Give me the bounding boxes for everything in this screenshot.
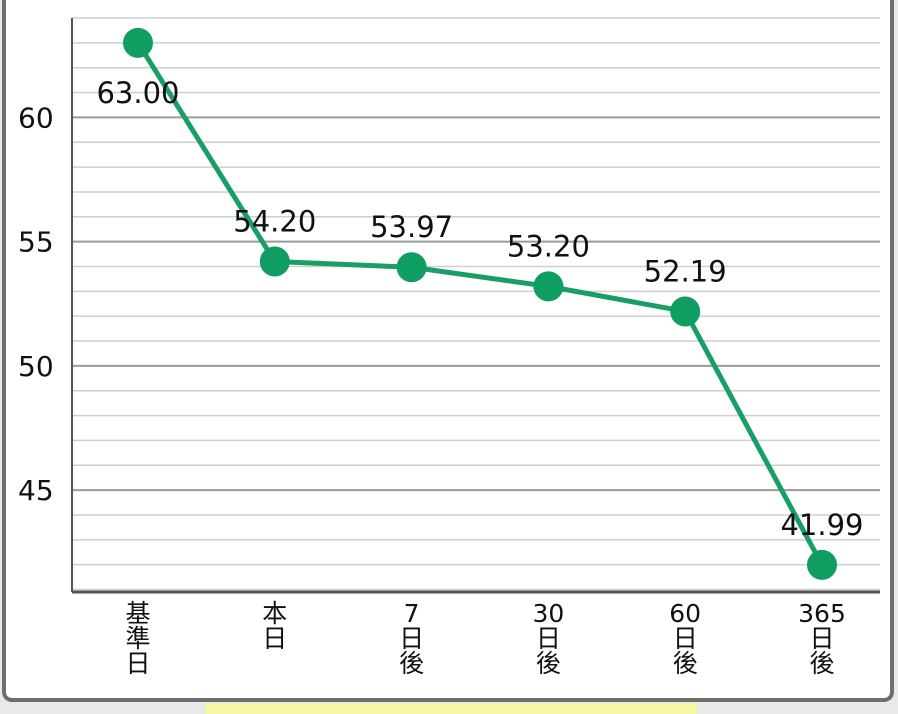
data-point bbox=[807, 549, 837, 580]
x-tick-label: 本日 bbox=[262, 599, 287, 653]
axes bbox=[71, 18, 880, 594]
yellow-strip bbox=[205, 703, 697, 714]
data-label: 63.00 bbox=[96, 76, 179, 110]
data-label: 54.20 bbox=[233, 205, 316, 239]
y-tick-label: 55 bbox=[18, 226, 54, 259]
y-tick-label: 45 bbox=[18, 474, 54, 507]
x-tick-label: 30 日後 bbox=[532, 599, 564, 678]
x-tick-label: 基準日 bbox=[125, 599, 150, 678]
data-point bbox=[396, 252, 427, 283]
data-labels: 63.00 54.20 53.97 53.20 52.19 41.99 bbox=[96, 76, 863, 542]
y-tick-label: 60 bbox=[18, 101, 54, 134]
data-point bbox=[123, 27, 153, 58]
data-point bbox=[533, 271, 564, 302]
data-label: 53.20 bbox=[507, 229, 590, 263]
data-point bbox=[259, 246, 290, 277]
x-tick-label: 7 日後 bbox=[399, 599, 424, 678]
x-tick-label: 60 日後 bbox=[669, 599, 701, 678]
data-label: 52.19 bbox=[644, 254, 727, 288]
data-label: 41.99 bbox=[780, 508, 863, 542]
data-point bbox=[670, 296, 701, 327]
series-polyline bbox=[135, 41, 825, 567]
y-tick-label: 50 bbox=[18, 350, 54, 383]
y-axis-ticks: 45 50 55 60 bbox=[18, 101, 54, 507]
grid-lines bbox=[72, 17, 880, 591]
data-points bbox=[123, 27, 837, 580]
series-line bbox=[135, 41, 825, 567]
x-tick-label: 365 日後 bbox=[798, 599, 846, 678]
data-label: 53.97 bbox=[370, 210, 453, 244]
x-axis-ticks: 基準日 本日 7 日後 30 日後 60 日後 365 日後 bbox=[125, 599, 845, 678]
